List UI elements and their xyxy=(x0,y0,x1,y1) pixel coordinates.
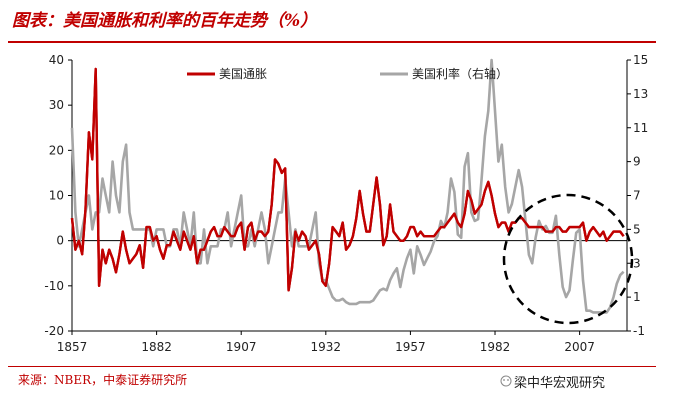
footer-divider xyxy=(8,366,656,367)
x-tick-label: 1907 xyxy=(226,340,257,354)
title-divider xyxy=(8,41,656,43)
y-tick-label-right: 15 xyxy=(633,53,648,67)
series-line-inflation-top xyxy=(70,67,625,292)
series-line-inflation xyxy=(70,67,625,292)
y-tick-label-left: -20 xyxy=(44,324,64,338)
y-tick-label-right: 3 xyxy=(633,256,641,270)
source-note: 来源：NBER，中泰证券研究所 xyxy=(18,373,188,387)
legend-label-inflation: 美国通胀 xyxy=(219,67,267,81)
y-tick-label-left: 20 xyxy=(49,143,64,157)
x-tick-label: 2007 xyxy=(564,340,595,354)
y-tick-label-right: 13 xyxy=(633,87,648,101)
highlight-circle xyxy=(502,193,634,325)
x-tick-label: 1882 xyxy=(141,340,172,354)
y-tick-label-left: 0 xyxy=(56,234,64,248)
y-tick-label-left: 30 xyxy=(49,98,64,112)
x-tick-label: 1982 xyxy=(480,340,511,354)
x-tick-label: 1957 xyxy=(395,340,426,354)
y-tick-label-left: 40 xyxy=(49,53,64,67)
y-tick-label-right: 5 xyxy=(633,222,641,236)
y-tick-label-left: -10 xyxy=(44,279,64,293)
series-line-rate xyxy=(70,58,625,314)
y-tick-label-right: -1 xyxy=(633,324,645,338)
legend-label-rate: 美国利率（右轴） xyxy=(412,66,508,81)
y-tick-label-left: 10 xyxy=(49,189,64,203)
y-tick-label-right: 7 xyxy=(633,189,641,203)
y-tick-label-right: 11 xyxy=(633,121,648,135)
y-tick-label-right: 9 xyxy=(633,155,641,169)
y-tick-label-right: 1 xyxy=(633,290,641,304)
chart-title: 图表：美国通胀和利率的百年走势（%） xyxy=(12,11,318,31)
x-tick-label: 1857 xyxy=(57,340,88,354)
x-tick-label: 1932 xyxy=(311,340,342,354)
wechat-icon xyxy=(500,375,512,387)
watermark: 梁中华宏观研究 xyxy=(514,376,606,391)
